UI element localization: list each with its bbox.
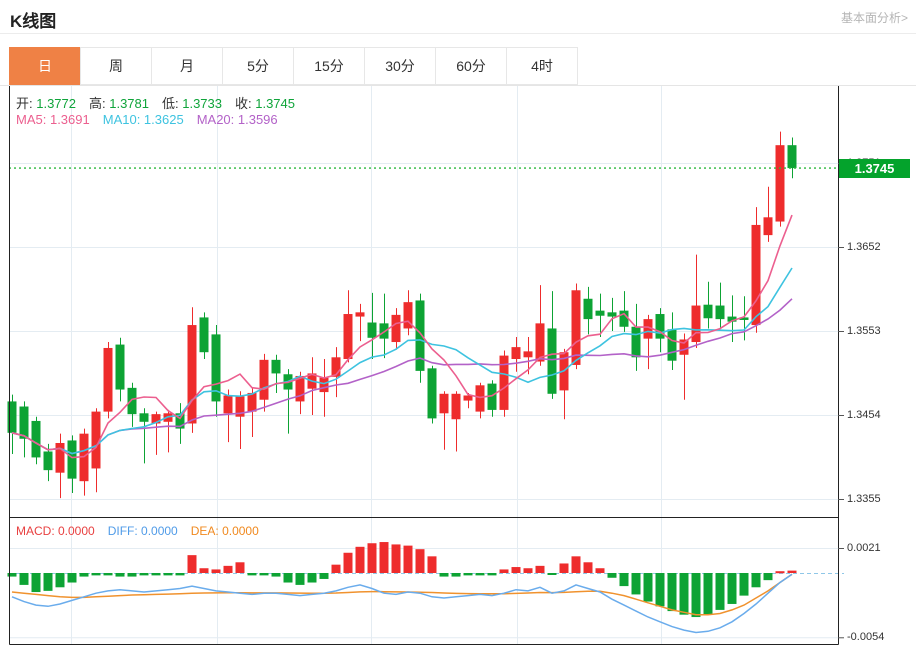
price-axis-label: 1.3652 [847, 241, 881, 253]
current-price-badge: 1.3745 [839, 159, 910, 178]
tab-15min[interactable]: 15分 [293, 47, 365, 85]
tab-5min[interactable]: 5分 [222, 47, 294, 85]
legend-item: MA5: 1.3691 [16, 112, 90, 127]
legend-item: 低: 1.3733 [162, 96, 222, 111]
legend-item: DEA: 0.0000 [190, 524, 259, 538]
page-title: K线图 [10, 12, 57, 31]
legend-item: 开: 1.3772 [16, 96, 76, 111]
price-axis-label: 1.3355 [847, 493, 881, 505]
tab-60min[interactable]: 60分 [435, 47, 507, 85]
macd-legend: MACD: 0.0000 DIFF: 0.0000 DEA: 0.0000 [16, 524, 272, 538]
legend-item: DIFF: 0.0000 [107, 524, 178, 538]
fundamental-analysis-link[interactable]: 基本面分析> [840, 11, 908, 25]
legend-item: MA10: 1.3625 [102, 112, 184, 127]
legend-item: MA20: 1.3596 [196, 112, 278, 127]
macd-axis-label: -0.0054 [847, 631, 885, 644]
ma-legend: MA5: 1.3691 MA10: 1.3625 MA20: 1.3596 [16, 112, 291, 127]
legend-item: MACD: 0.0000 [16, 524, 95, 538]
macd-axis-label: 0.0021 [847, 541, 881, 554]
title-divider [0, 33, 916, 34]
ohlc-legend: 开: 1.3772 高: 1.3781 低: 1.3733 收: 1.3745 [16, 93, 308, 112]
period-tab-bar: 日周月 5分 15分 30分 60分 4时 [9, 47, 578, 85]
legend-item: 收: 1.3745 [235, 96, 295, 111]
tab-week[interactable]: 周 [80, 47, 152, 85]
tab-month[interactable]: 月 [151, 47, 223, 85]
tab-day[interactable]: 日 [9, 47, 81, 85]
price-axis-label: 1.3553 [847, 325, 881, 337]
price-axis-label: 1.3454 [847, 409, 881, 421]
tab-4hour[interactable]: 4时 [506, 47, 578, 85]
tab-30min[interactable]: 30分 [364, 47, 436, 85]
tab-bar-underline [0, 85, 916, 86]
legend-item: 高: 1.3781 [89, 96, 149, 111]
